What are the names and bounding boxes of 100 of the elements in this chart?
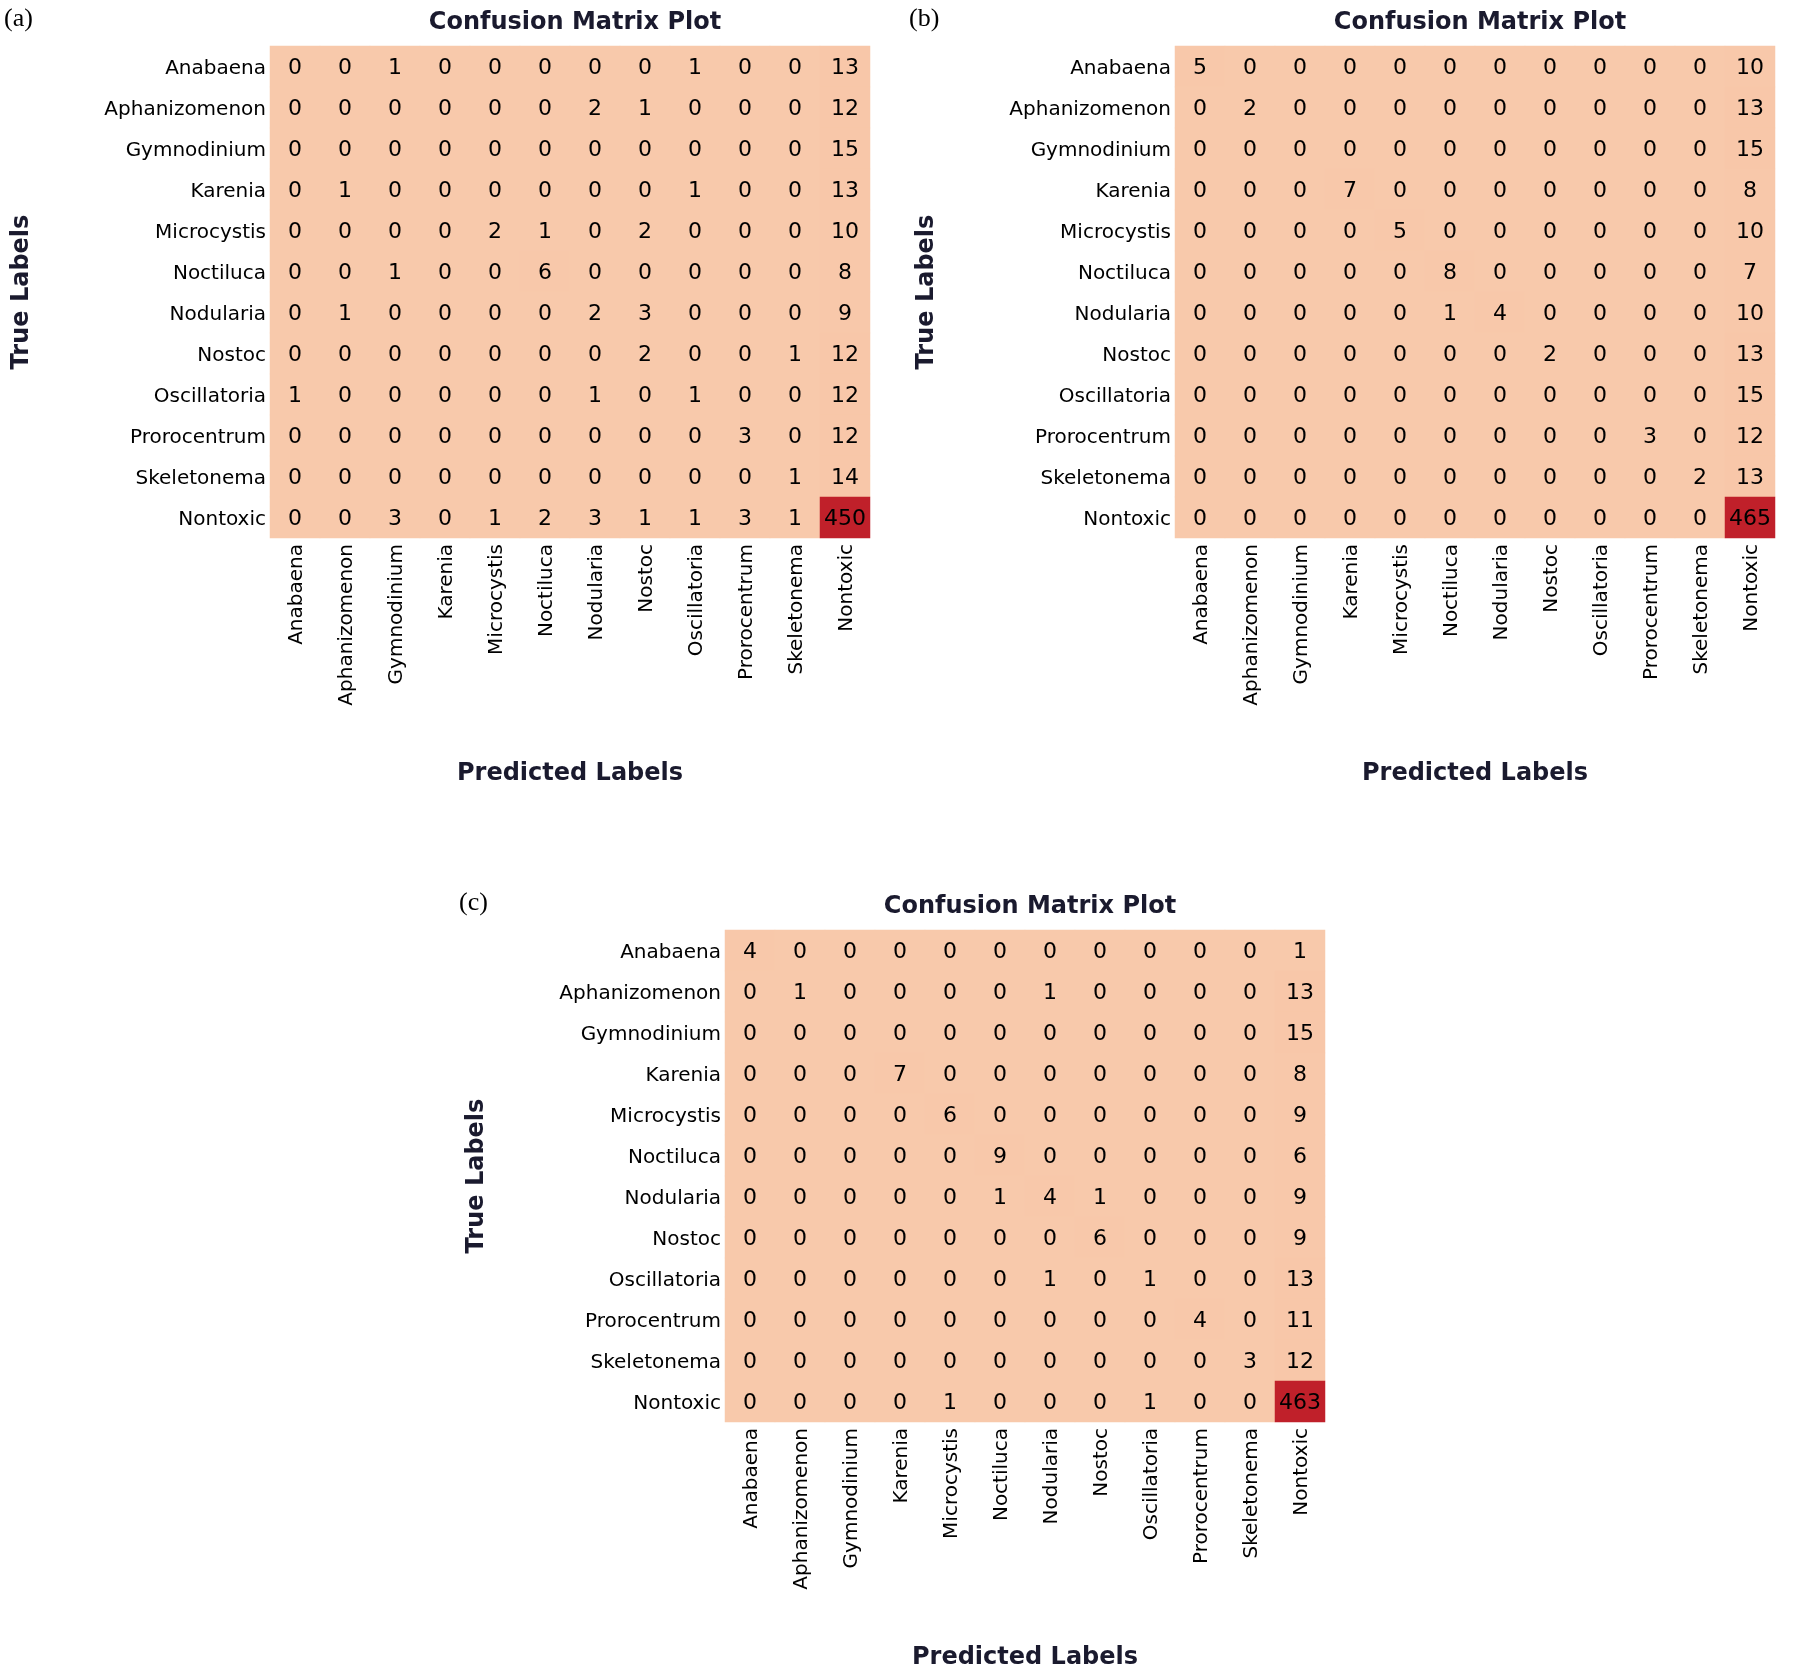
- data-label: 1: [338, 300, 352, 325]
- data-label: 0: [793, 1348, 807, 1373]
- data-label: 4: [1043, 1184, 1057, 1209]
- data-label: 12: [1286, 1348, 1314, 1373]
- data-label: 0: [793, 1102, 807, 1127]
- data-label: 0: [843, 979, 857, 1004]
- x-tick-label: Noctiluca: [1438, 544, 1462, 638]
- data-label: 12: [831, 341, 859, 366]
- data-label: 13: [1286, 979, 1314, 1004]
- data-label: 0: [338, 423, 352, 448]
- data-label: 10: [1736, 218, 1764, 243]
- data-label: 0: [338, 218, 352, 243]
- data-label: 0: [1393, 300, 1407, 325]
- data-label: 0: [288, 177, 302, 202]
- data-label: 12: [831, 95, 859, 120]
- data-label: 0: [1593, 423, 1607, 448]
- y-tick-label: Microcystis: [155, 218, 266, 243]
- data-label: 0: [488, 136, 502, 161]
- data-label: 0: [1693, 177, 1707, 202]
- data-label: 0: [1393, 259, 1407, 284]
- data-label: 0: [1293, 423, 1307, 448]
- y-tick-label: Nodularia: [624, 1184, 721, 1209]
- data-label: 0: [843, 938, 857, 963]
- data-label: 4: [743, 938, 757, 963]
- data-label: 6: [943, 1102, 957, 1127]
- data-label: 6: [538, 259, 552, 284]
- data-label: 0: [1143, 1184, 1157, 1209]
- data-label: 0: [738, 177, 752, 202]
- data-label: 3: [1243, 1348, 1257, 1373]
- data-label: 0: [1493, 95, 1507, 120]
- data-label: 2: [488, 218, 502, 243]
- data-label: 0: [893, 1225, 907, 1250]
- data-label: 4: [1493, 300, 1507, 325]
- data-label: 0: [788, 177, 802, 202]
- data-label: 0: [388, 95, 402, 120]
- data-label: 0: [1343, 259, 1357, 284]
- data-label: 0: [1293, 464, 1307, 489]
- data-label: 0: [1643, 382, 1657, 407]
- data-label: 0: [1143, 979, 1157, 1004]
- data-label: 1: [943, 1389, 957, 1414]
- data-label: 9: [1293, 1102, 1307, 1127]
- data-label: 0: [1593, 382, 1607, 407]
- data-label: 0: [1343, 505, 1357, 530]
- data-label: 12: [831, 382, 859, 407]
- data-label: 1: [688, 177, 702, 202]
- data-label: 0: [843, 1389, 857, 1414]
- data-label: 0: [1043, 1020, 1057, 1045]
- data-label: 0: [1293, 259, 1307, 284]
- data-label: 8: [838, 259, 852, 284]
- data-label: 0: [1193, 979, 1207, 1004]
- data-label: 7: [1743, 259, 1757, 284]
- data-label: 0: [743, 1184, 757, 1209]
- y-tick-label: Skeletonema: [590, 1348, 721, 1373]
- data-label: 8: [1743, 177, 1757, 202]
- data-label: 0: [1443, 423, 1457, 448]
- data-label: 0: [1543, 95, 1557, 120]
- data-label: 0: [738, 218, 752, 243]
- data-label: 0: [943, 1184, 957, 1209]
- data-label: 1: [788, 341, 802, 366]
- y-tick-label: Anabaena: [620, 938, 721, 963]
- data-label: 2: [638, 341, 652, 366]
- x-tick-label: Karenia: [433, 544, 457, 620]
- data-label: 0: [1643, 54, 1657, 79]
- data-label: 0: [1543, 382, 1557, 407]
- data-label: 0: [1393, 382, 1407, 407]
- y-tick-label: Oscillatoria: [153, 382, 266, 407]
- data-label: 0: [588, 423, 602, 448]
- data-label: 0: [1493, 259, 1507, 284]
- data-label: 0: [1593, 464, 1607, 489]
- data-label: 0: [1193, 1143, 1207, 1168]
- data-label: 11: [1286, 1307, 1314, 1332]
- data-label: 0: [1343, 54, 1357, 79]
- data-label: 463: [1279, 1389, 1321, 1414]
- data-label: 0: [793, 938, 807, 963]
- data-label: 0: [288, 54, 302, 79]
- data-label: 0: [1593, 95, 1607, 120]
- data-label: 0: [1193, 1225, 1207, 1250]
- data-label: 0: [1543, 136, 1557, 161]
- data-label: 0: [1293, 341, 1307, 366]
- data-label: 0: [743, 1266, 757, 1291]
- data-label: 0: [1043, 1348, 1057, 1373]
- x-tick-label: Oscillatoria: [1588, 544, 1612, 657]
- data-label: 0: [1643, 300, 1657, 325]
- data-label: 0: [793, 1389, 807, 1414]
- data-label: 0: [893, 1307, 907, 1332]
- data-label: 0: [288, 423, 302, 448]
- text: (a): [4, 2, 33, 32]
- data-label: 0: [1243, 1225, 1257, 1250]
- data-label: 0: [1643, 177, 1657, 202]
- data-label: 13: [831, 54, 859, 79]
- y-tick-label: Anabaena: [1070, 54, 1171, 79]
- data-label: 0: [738, 54, 752, 79]
- data-label: 0: [788, 382, 802, 407]
- data-label: 0: [1243, 300, 1257, 325]
- data-label: 0: [488, 177, 502, 202]
- data-label: 0: [1343, 136, 1357, 161]
- data-label: 0: [843, 1266, 857, 1291]
- y-tick-label: Noctiluca: [627, 1143, 721, 1168]
- data-label: 0: [1493, 218, 1507, 243]
- data-label: 0: [488, 464, 502, 489]
